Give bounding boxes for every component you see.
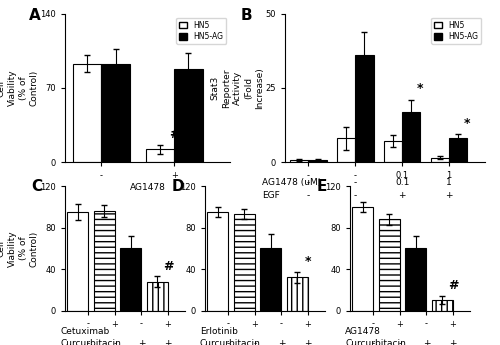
Bar xyxy=(174,69,203,162)
Text: A: A xyxy=(28,8,40,23)
Bar xyxy=(290,160,308,162)
Text: +: + xyxy=(449,339,456,345)
Text: +: + xyxy=(278,339,285,345)
Bar xyxy=(234,214,255,310)
Bar xyxy=(352,207,374,310)
Y-axis label: Relative
Cell
Viability
(% of
Control): Relative Cell Viability (% of Control) xyxy=(0,70,39,106)
Text: +: + xyxy=(304,339,312,345)
Bar xyxy=(207,212,229,310)
Text: -: - xyxy=(354,178,357,187)
Text: EGF: EGF xyxy=(262,191,280,200)
Text: AG1478 (uM): AG1478 (uM) xyxy=(262,178,322,187)
Bar xyxy=(94,211,115,310)
Bar xyxy=(337,138,355,162)
Bar xyxy=(402,112,420,162)
Bar xyxy=(308,160,326,162)
Text: Curcurbitacin: Curcurbitacin xyxy=(345,339,406,345)
Text: *: * xyxy=(464,117,470,129)
Bar xyxy=(102,63,130,162)
Bar xyxy=(146,282,168,310)
Text: +: + xyxy=(138,339,145,345)
Text: -: - xyxy=(114,339,116,345)
Bar xyxy=(378,219,400,310)
Text: C: C xyxy=(32,179,42,194)
Text: -: - xyxy=(398,339,402,345)
Text: -: - xyxy=(307,178,310,187)
Text: D: D xyxy=(172,179,184,194)
Legend: HN5, HN5-AG: HN5, HN5-AG xyxy=(176,18,226,44)
Text: -: - xyxy=(307,191,310,200)
Bar xyxy=(73,63,102,162)
Text: #: # xyxy=(162,260,173,273)
Text: -: - xyxy=(354,191,357,200)
Bar xyxy=(120,248,142,310)
Bar xyxy=(384,141,402,162)
Text: AG1478: AG1478 xyxy=(345,327,381,336)
Text: -: - xyxy=(227,339,230,345)
Bar xyxy=(405,248,426,310)
Y-axis label: Stat3
Reporter
Activity
(Fold
Increase): Stat3 Reporter Activity (Fold Increase) xyxy=(210,67,264,109)
Text: *: * xyxy=(304,256,311,268)
Bar xyxy=(146,149,174,162)
Text: Curcurbitacin: Curcurbitacin xyxy=(60,339,121,345)
Text: B: B xyxy=(241,8,252,23)
Text: Erlotinib: Erlotinib xyxy=(200,327,238,336)
Text: +: + xyxy=(422,339,430,345)
Text: +: + xyxy=(446,191,453,200)
Text: #: # xyxy=(169,128,179,141)
Text: *: * xyxy=(417,82,424,95)
Text: 0.1: 0.1 xyxy=(395,178,409,187)
Bar xyxy=(286,277,308,310)
Text: -: - xyxy=(87,339,90,345)
Text: Cetuximab: Cetuximab xyxy=(60,327,109,336)
Text: -: - xyxy=(254,339,256,345)
Bar xyxy=(260,248,281,310)
Bar xyxy=(67,212,88,310)
Bar xyxy=(449,138,468,162)
Bar xyxy=(356,55,374,162)
Text: Curcurbitacin: Curcurbitacin xyxy=(200,339,261,345)
Text: 1: 1 xyxy=(446,178,452,187)
Text: +: + xyxy=(164,339,172,345)
Text: +: + xyxy=(398,191,406,200)
Text: E: E xyxy=(316,179,327,194)
Text: AG1478: AG1478 xyxy=(130,183,166,192)
Bar xyxy=(432,300,453,310)
Text: #: # xyxy=(448,279,458,292)
Y-axis label: Relative
Cell
Viability
(% of
Control): Relative Cell Viability (% of Control) xyxy=(0,230,39,267)
Legend: HN5, HN5-AG: HN5, HN5-AG xyxy=(432,18,481,44)
Text: -: - xyxy=(372,339,375,345)
Bar xyxy=(430,158,449,162)
